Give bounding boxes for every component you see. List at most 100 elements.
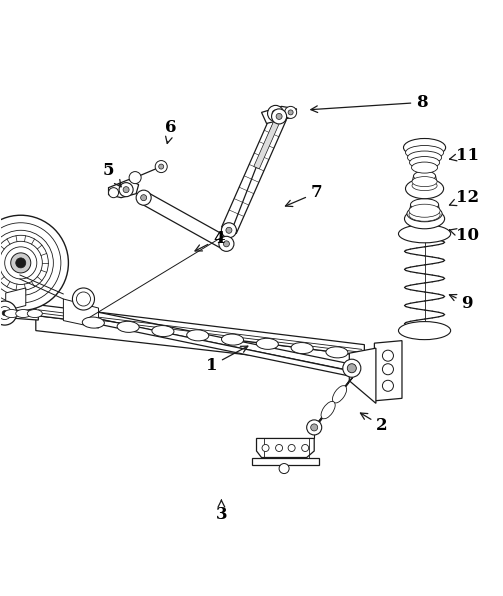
Circle shape bbox=[276, 113, 282, 119]
Circle shape bbox=[119, 182, 133, 197]
Circle shape bbox=[382, 364, 393, 375]
Polygon shape bbox=[89, 317, 357, 377]
Ellipse shape bbox=[221, 334, 243, 345]
Polygon shape bbox=[109, 179, 139, 198]
Circle shape bbox=[272, 109, 287, 124]
Circle shape bbox=[123, 187, 129, 193]
Circle shape bbox=[0, 230, 53, 296]
Ellipse shape bbox=[405, 145, 444, 160]
Ellipse shape bbox=[332, 386, 347, 403]
Ellipse shape bbox=[326, 347, 348, 358]
Polygon shape bbox=[140, 192, 229, 250]
Circle shape bbox=[0, 306, 11, 319]
Circle shape bbox=[279, 464, 289, 474]
Polygon shape bbox=[6, 288, 26, 311]
Ellipse shape bbox=[398, 322, 451, 340]
Polygon shape bbox=[89, 311, 352, 371]
Ellipse shape bbox=[27, 309, 42, 318]
Ellipse shape bbox=[187, 330, 209, 341]
Polygon shape bbox=[63, 299, 99, 328]
Circle shape bbox=[72, 288, 95, 310]
Text: 7: 7 bbox=[285, 184, 322, 206]
Ellipse shape bbox=[403, 138, 446, 157]
Circle shape bbox=[262, 445, 269, 452]
Circle shape bbox=[343, 359, 361, 377]
Ellipse shape bbox=[405, 179, 444, 198]
Circle shape bbox=[268, 105, 284, 122]
Circle shape bbox=[16, 258, 26, 268]
Ellipse shape bbox=[291, 343, 313, 353]
Ellipse shape bbox=[413, 171, 436, 181]
Ellipse shape bbox=[409, 157, 440, 169]
Ellipse shape bbox=[152, 325, 174, 337]
Circle shape bbox=[382, 350, 393, 361]
Circle shape bbox=[307, 420, 322, 435]
Polygon shape bbox=[349, 348, 376, 403]
Polygon shape bbox=[257, 439, 314, 458]
Polygon shape bbox=[254, 115, 282, 169]
Circle shape bbox=[276, 445, 283, 452]
Ellipse shape bbox=[404, 209, 445, 229]
Ellipse shape bbox=[411, 162, 438, 173]
Ellipse shape bbox=[398, 225, 451, 243]
Polygon shape bbox=[73, 296, 94, 303]
Ellipse shape bbox=[16, 309, 31, 318]
Circle shape bbox=[0, 241, 42, 284]
Text: 8: 8 bbox=[311, 94, 428, 113]
Circle shape bbox=[382, 380, 393, 392]
Polygon shape bbox=[36, 315, 364, 368]
Circle shape bbox=[221, 223, 236, 238]
Ellipse shape bbox=[117, 321, 139, 333]
Text: 5: 5 bbox=[103, 162, 121, 187]
Circle shape bbox=[288, 110, 293, 115]
Polygon shape bbox=[403, 148, 446, 167]
Circle shape bbox=[0, 223, 61, 303]
Ellipse shape bbox=[321, 401, 335, 419]
Ellipse shape bbox=[409, 204, 440, 217]
Text: 11: 11 bbox=[450, 147, 479, 163]
Circle shape bbox=[311, 424, 318, 431]
Polygon shape bbox=[222, 113, 286, 234]
Circle shape bbox=[0, 235, 48, 290]
Circle shape bbox=[109, 188, 119, 198]
Circle shape bbox=[155, 160, 167, 173]
Circle shape bbox=[0, 215, 68, 311]
Polygon shape bbox=[420, 159, 430, 167]
Ellipse shape bbox=[407, 151, 442, 164]
Text: 4: 4 bbox=[195, 230, 225, 251]
Polygon shape bbox=[313, 377, 353, 430]
Ellipse shape bbox=[407, 206, 442, 222]
Text: 9: 9 bbox=[449, 294, 473, 312]
Circle shape bbox=[288, 445, 295, 452]
Text: 6: 6 bbox=[165, 119, 177, 144]
Ellipse shape bbox=[412, 181, 437, 191]
Ellipse shape bbox=[409, 203, 440, 216]
Polygon shape bbox=[262, 106, 297, 123]
Text: 1: 1 bbox=[206, 346, 248, 374]
Text: 3: 3 bbox=[216, 500, 227, 523]
Ellipse shape bbox=[409, 208, 440, 221]
Text: 12: 12 bbox=[450, 189, 479, 206]
Polygon shape bbox=[252, 458, 319, 464]
Circle shape bbox=[141, 195, 147, 201]
Ellipse shape bbox=[4, 309, 19, 318]
Circle shape bbox=[0, 301, 17, 325]
Circle shape bbox=[159, 164, 163, 169]
Ellipse shape bbox=[410, 198, 439, 211]
Circle shape bbox=[11, 253, 31, 273]
Ellipse shape bbox=[257, 339, 278, 349]
Circle shape bbox=[219, 236, 234, 252]
Ellipse shape bbox=[412, 176, 437, 187]
Circle shape bbox=[226, 227, 232, 233]
Polygon shape bbox=[374, 341, 402, 401]
Circle shape bbox=[272, 110, 279, 117]
Ellipse shape bbox=[82, 317, 104, 328]
Circle shape bbox=[2, 311, 7, 315]
Text: 2: 2 bbox=[361, 413, 388, 434]
Circle shape bbox=[285, 106, 297, 119]
Polygon shape bbox=[409, 204, 440, 219]
Polygon shape bbox=[36, 305, 364, 356]
Polygon shape bbox=[0, 309, 38, 320]
Text: 10: 10 bbox=[450, 227, 479, 244]
Circle shape bbox=[129, 172, 141, 184]
